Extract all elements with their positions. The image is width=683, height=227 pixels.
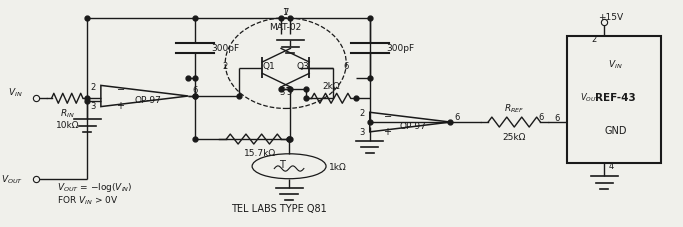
Text: 7: 7 — [283, 7, 289, 16]
Text: $-$: $-$ — [383, 109, 393, 119]
Text: 6: 6 — [454, 112, 460, 121]
Text: $+$: $+$ — [116, 100, 125, 111]
Text: FOR $V_{IN}$ > 0V: FOR $V_{IN}$ > 0V — [57, 194, 119, 207]
Text: 2kΩ: 2kΩ — [322, 82, 340, 91]
Text: 25kΩ: 25kΩ — [503, 133, 526, 142]
Text: 2: 2 — [591, 35, 597, 44]
Text: $V_{OUT}$ = −log($V_{IN}$): $V_{OUT}$ = −log($V_{IN}$) — [57, 180, 133, 193]
Text: 10kΩ: 10kΩ — [55, 120, 79, 129]
Text: +15V: +15V — [598, 13, 624, 22]
Text: 1: 1 — [283, 7, 288, 16]
Text: GND: GND — [604, 125, 627, 135]
Text: $R_{REF}$: $R_{REF}$ — [504, 102, 525, 114]
Text: $V_{IN}$: $V_{IN}$ — [8, 86, 23, 98]
Text: 3: 3 — [279, 88, 285, 96]
Text: TEL LABS TYPE Q81: TEL LABS TYPE Q81 — [231, 203, 327, 213]
Text: 6: 6 — [193, 85, 197, 94]
Text: 300pF: 300pF — [387, 44, 415, 53]
Text: 6: 6 — [554, 114, 559, 123]
Text: OP-97: OP-97 — [135, 96, 161, 104]
Text: 15.7kΩ: 15.7kΩ — [245, 148, 277, 158]
Text: Q1: Q1 — [262, 62, 275, 71]
Text: 2: 2 — [223, 62, 228, 71]
Text: MAT-02: MAT-02 — [270, 23, 302, 32]
Text: REF-43: REF-43 — [596, 92, 636, 102]
Text: 2: 2 — [90, 82, 96, 91]
Text: $+$: $+$ — [383, 125, 393, 136]
Text: 2: 2 — [359, 109, 364, 118]
Text: 6: 6 — [538, 112, 544, 121]
Text: 3: 3 — [90, 102, 96, 111]
Text: $R_{IN}$: $R_{IN}$ — [60, 107, 74, 120]
Text: $V_{OUT}$: $V_{OUT}$ — [580, 91, 600, 104]
Text: 1kΩ: 1kΩ — [329, 162, 347, 171]
Text: OP-97: OP-97 — [400, 121, 427, 130]
Text: 300pF: 300pF — [212, 44, 240, 53]
Text: $-$: $-$ — [116, 83, 125, 93]
Text: T: T — [279, 159, 285, 169]
Text: $V_{IN}$: $V_{IN}$ — [609, 58, 623, 71]
Text: 6: 6 — [344, 62, 349, 71]
Text: 4: 4 — [609, 161, 614, 170]
Text: 3: 3 — [359, 127, 364, 136]
Bar — [567, 37, 660, 163]
Text: 5: 5 — [286, 88, 292, 96]
Text: Q3: Q3 — [296, 62, 309, 71]
Text: $V_{OUT}$: $V_{OUT}$ — [1, 173, 23, 185]
